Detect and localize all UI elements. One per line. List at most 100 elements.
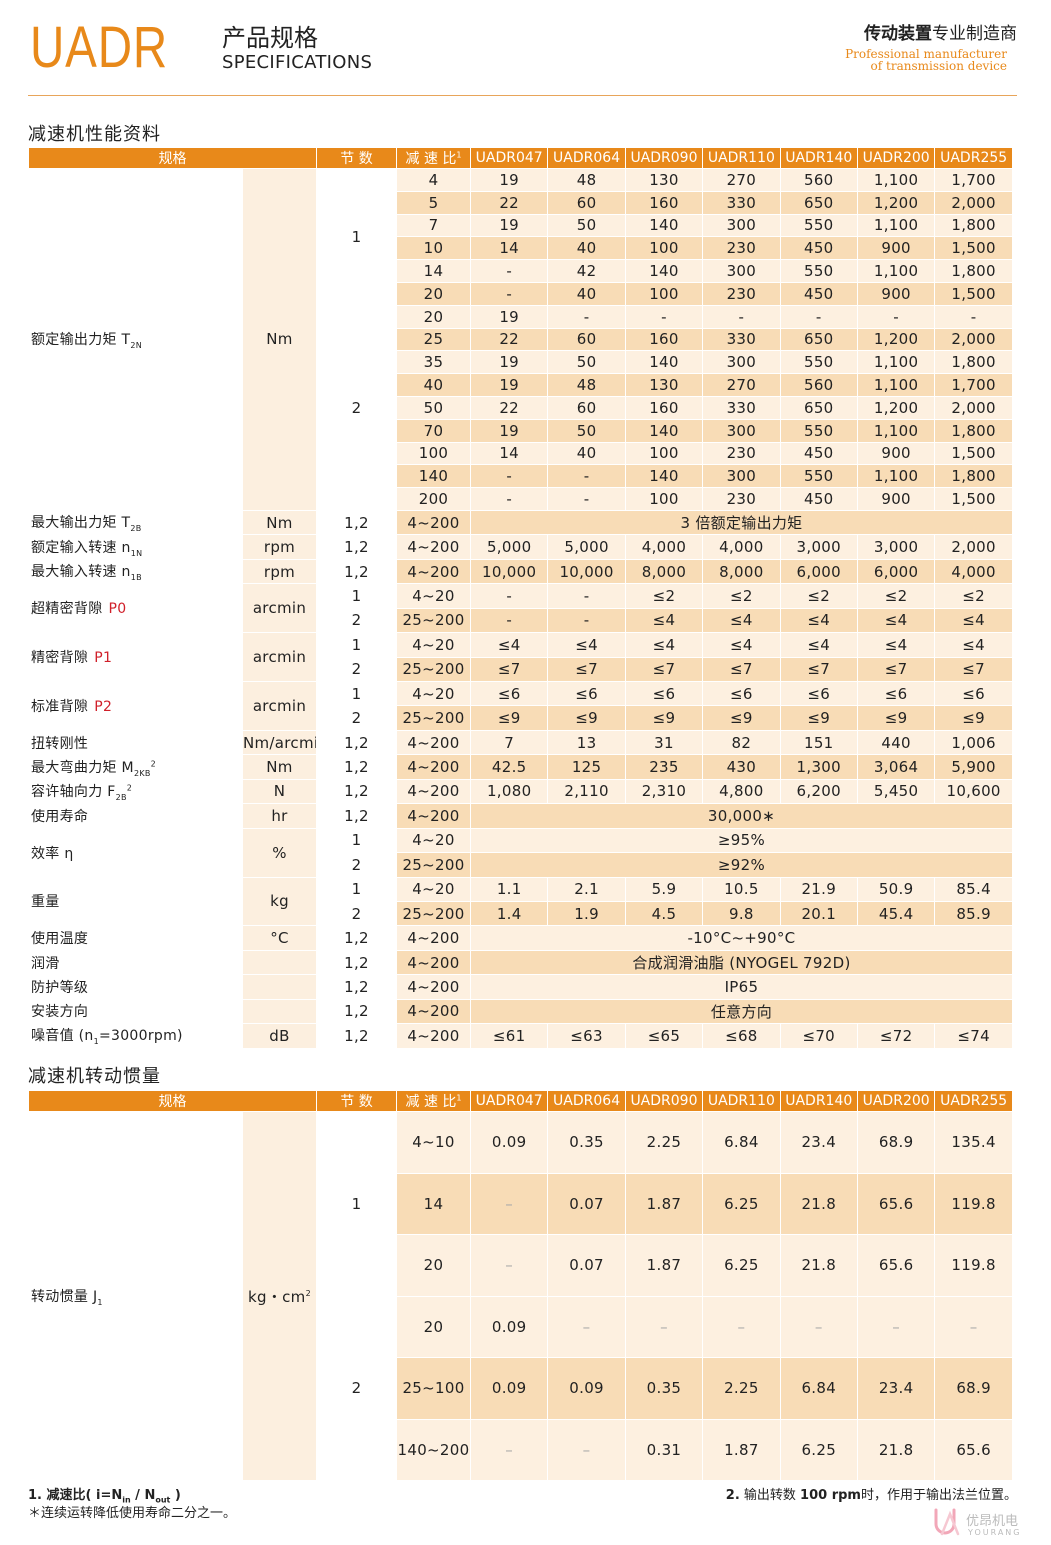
value: – [469, 1172, 549, 1235]
value: ≤4 [624, 607, 704, 634]
value: 21.9 [779, 876, 858, 902]
table-row: 7 19 50 140 300 550 1,100 1,800 [29, 213, 1013, 238]
table-row: 使用温度 °C 1,2 4~200 -10°C~+90°C [28, 925, 1013, 951]
value: ≤6 [624, 681, 704, 707]
value: ≤9 [469, 705, 549, 731]
value: 22 [469, 395, 549, 420]
ratio: 4~20 [396, 681, 471, 707]
unit: Nm [242, 509, 317, 536]
value: 6.25 [702, 1172, 781, 1235]
value: 42 [547, 259, 626, 283]
table-row: 40 19 48 130 270 560 1,100 1,700 [29, 373, 1013, 397]
value: - [469, 464, 549, 489]
value: 19 [469, 418, 549, 443]
slogan-text: 专业制造商 [932, 24, 1017, 44]
value: 40 [547, 281, 626, 306]
spec-name: 防护等级 [28, 974, 243, 1000]
value: 130 [624, 168, 704, 192]
label-sup: 2 [150, 758, 157, 768]
value: 450 [779, 441, 858, 466]
ratio: 50 [396, 395, 471, 420]
table-row: 额定输出力矩 T2N Nm 1 4 19 48 130 270 560 1,100 1,700 [28, 168, 1013, 511]
ratio: 25~200 [396, 705, 471, 731]
value: 160 [624, 190, 704, 215]
ratio: 4~200 [396, 729, 471, 756]
value: 100 [624, 487, 704, 511]
label-code: P1 [94, 650, 113, 667]
value: ≤65 [624, 1023, 704, 1049]
value: 1,100 [856, 464, 936, 489]
stage: 1 [316, 168, 397, 306]
table-row: 35 19 50 140 300 550 1,100 1,800 [29, 350, 1013, 375]
value: - [469, 259, 549, 283]
footnote: ＊连续运转降低使用寿命二分之一。 [28, 1506, 237, 1521]
value: ≤2 [779, 583, 858, 609]
value: ≤4 [856, 607, 936, 634]
value-span: ≥95% [470, 827, 1013, 854]
value: 1,500 [934, 236, 1013, 261]
value: ≤9 [934, 705, 1013, 731]
value: ≤4 [856, 632, 936, 658]
header-cell: UADR255 [934, 1090, 1013, 1112]
value: 1,500 [934, 441, 1013, 466]
value: 100 [624, 236, 704, 261]
divider [28, 95, 1017, 96]
table-row: 安装方向 1,2 4~200 任意方向 [28, 998, 1013, 1025]
spec-name: 效率 η [28, 827, 243, 878]
value: - [469, 487, 549, 511]
stage: 1 [316, 827, 397, 854]
spec-name: 超精密背隙 P0 [28, 583, 243, 634]
title-en: SPECIFICATIONS [222, 52, 373, 73]
tagline: Professional manufacturer [845, 47, 1007, 61]
label-text: 使用温度 [31, 931, 89, 948]
ratio: 140~200 [396, 1418, 471, 1481]
value: ≤7 [702, 656, 781, 683]
unit: °C [242, 925, 317, 951]
value: ≤9 [856, 705, 936, 731]
label-text: 防护等级 [31, 979, 89, 996]
unit [242, 949, 317, 976]
spec-name: 安装方向 [28, 998, 243, 1025]
value: 60 [547, 190, 626, 215]
header-cell: 规格 [28, 1090, 317, 1112]
stage: 2 [316, 1295, 397, 1481]
value: ≤7 [934, 656, 1013, 683]
value: 330 [702, 190, 781, 215]
ratio: 5 [396, 190, 471, 215]
footnote: 1. 减速比( i=Nin / Nout ) [28, 1484, 181, 1505]
value: ≤6 [934, 681, 1013, 707]
value: 4,000 [702, 534, 781, 560]
unit: arcmin [242, 681, 317, 731]
ratio: 4~200 [396, 1023, 471, 1049]
fn-sub: out [155, 1495, 171, 1505]
value: 23.4 [779, 1111, 858, 1174]
value: 2,310 [624, 778, 704, 805]
unit: N [242, 778, 317, 805]
table-row: 200- -100 230 450 900 1,500 [29, 487, 1013, 511]
value-span: 合成润滑油脂 (NYOGEL 792D) [470, 949, 1013, 976]
value: 42.5 [469, 754, 549, 780]
value: 6,000 [779, 558, 858, 585]
stage: 2 [316, 304, 397, 511]
value: ≤6 [702, 681, 781, 707]
value: 2.25 [624, 1111, 704, 1174]
value: 65.6 [934, 1418, 1013, 1481]
value: 560 [779, 168, 858, 192]
value: - [469, 607, 549, 634]
slogan-bold: 传动装置 [864, 24, 932, 44]
table-row: 最大输出力矩 T2B Nm 1,2 4~200 3 倍额定输出力矩 [28, 509, 1013, 536]
stage: 1,2 [316, 974, 397, 1000]
value: 68.9 [856, 1111, 936, 1174]
value: 900 [856, 236, 936, 261]
value: 1,500 [934, 487, 1013, 511]
value: – [702, 1295, 781, 1358]
label-sub: 1N [130, 548, 143, 558]
table-row: 10 14 40 100 230 450 900 1,500 [29, 236, 1013, 261]
header-cell: UADR047 [469, 1090, 549, 1112]
value: – [934, 1295, 1013, 1358]
table-row: 14–0.07 1.87 6.25 21.8 65.6 119.8 [29, 1172, 1013, 1235]
value: – [779, 1295, 858, 1358]
table-row: 140- -140 300 550 1,100 1,800 [29, 464, 1013, 489]
value: 900 [856, 487, 936, 511]
